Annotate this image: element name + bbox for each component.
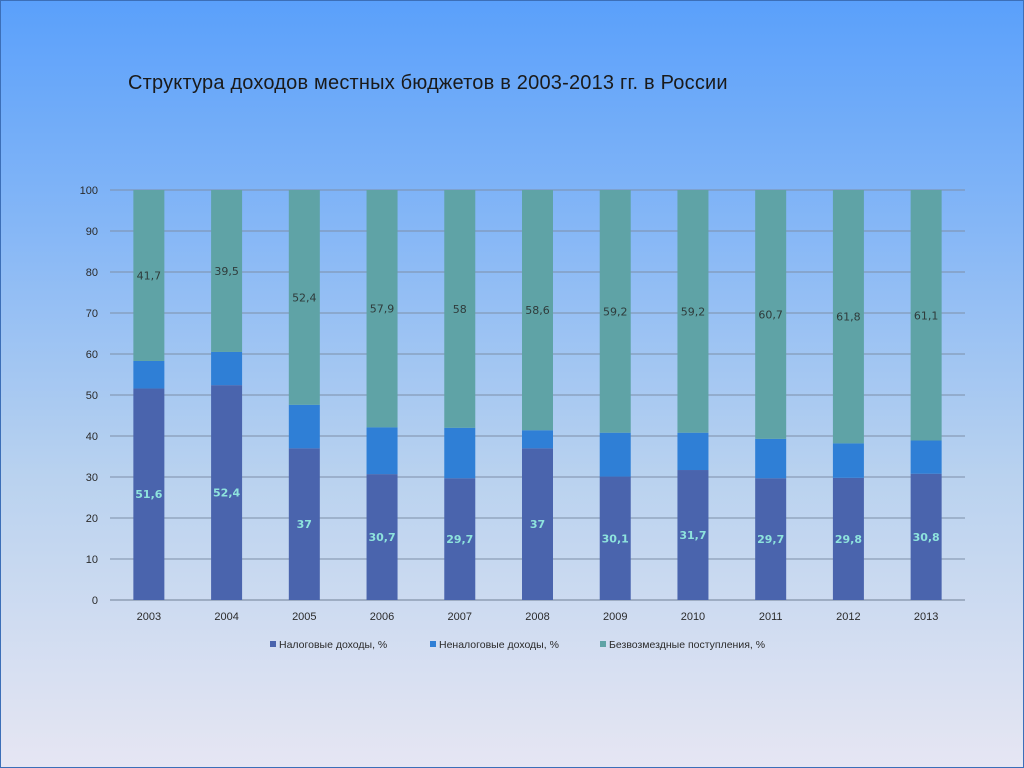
data-label-tax: 51,6 <box>135 488 162 501</box>
bar-tax <box>288 448 320 600</box>
bar-grants <box>288 190 320 405</box>
x-tick-label: 2012 <box>836 611 860 623</box>
legend: Налоговые доходы, % Неналоговые доходы, %… <box>270 639 765 651</box>
legend-swatch <box>270 641 276 647</box>
bar-grants <box>832 190 864 444</box>
bar-nontax <box>133 360 165 389</box>
data-label-tax: 29,7 <box>757 533 784 546</box>
y-tick-label: 70 <box>86 308 98 320</box>
data-label-tax: 30,8 <box>913 531 940 544</box>
bar-tax <box>133 388 165 600</box>
data-label-grants: 41,7 <box>137 269 162 282</box>
y-tick-label: 80 <box>86 267 98 279</box>
y-tick-label: 100 <box>80 185 98 197</box>
bar-grants <box>133 190 165 361</box>
slide-title: Структура доходов местных бюджетов в 200… <box>128 72 728 94</box>
data-label-grants: 61,1 <box>914 309 939 322</box>
bar-nontax <box>211 351 243 386</box>
data-label-tax: 37 <box>530 518 545 531</box>
bar-nontax <box>910 440 942 474</box>
bars <box>133 190 942 600</box>
bar-tax <box>755 478 787 600</box>
data-label-grants: 59,2 <box>681 305 706 318</box>
y-tick-label: 60 <box>86 349 98 361</box>
bar-nontax <box>677 432 709 471</box>
y-tick-label: 20 <box>86 513 98 525</box>
data-label-grants: 52,4 <box>292 291 317 304</box>
data-label-tax: 30,7 <box>368 531 395 544</box>
x-tick-label: 2004 <box>214 611 238 623</box>
bar-tax <box>522 448 553 600</box>
bar-tax <box>677 470 709 600</box>
x-axis-ticks: 2003 2004 2005 2006 2007 2008 2009 2010 2011 2012… <box>137 611 939 623</box>
data-label-tax: 29,8 <box>835 533 862 546</box>
bar-grants <box>677 190 709 433</box>
legend-label: Неналоговые доходы, % <box>439 639 559 651</box>
legend-label: Безвозмездные поступления, % <box>609 639 765 651</box>
data-label-tax: 37 <box>297 518 312 531</box>
data-label-grants: 60,7 <box>758 308 783 321</box>
bar-tax <box>211 385 243 600</box>
y-tick-label: 50 <box>86 390 98 402</box>
x-tick-label: 2008 <box>525 611 549 623</box>
x-tick-label: 2005 <box>292 611 316 623</box>
bar-nontax <box>444 427 476 479</box>
y-tick-label: 90 <box>86 226 98 238</box>
data-label-grants: 57,9 <box>370 303 395 316</box>
data-label-grants: 58,6 <box>525 304 550 317</box>
bar-grants <box>444 190 476 428</box>
x-tick-label: 2013 <box>914 611 938 623</box>
bar-tax <box>366 474 398 600</box>
data-label-tax: 31,7 <box>679 529 706 542</box>
y-tick-label: 40 <box>86 431 98 443</box>
bar-grants <box>755 190 787 439</box>
bar-grants <box>599 190 631 433</box>
x-tick-label: 2003 <box>137 611 161 623</box>
bar-grants <box>366 190 398 428</box>
bar-grants <box>211 190 243 352</box>
bar-tax <box>910 473 942 600</box>
x-tick-label: 2009 <box>603 611 627 623</box>
data-label-tax: 52,4 <box>213 487 240 500</box>
data-label-tax: 30,1 <box>602 532 629 545</box>
legend-swatch <box>430 641 436 647</box>
data-label-grants: 39,5 <box>214 265 239 278</box>
data-label-grants: 59,2 <box>603 305 628 318</box>
data-label-grants: 58 <box>453 303 467 316</box>
y-tick-label: 30 <box>86 472 98 484</box>
bar-tax <box>599 476 631 600</box>
x-tick-label: 2011 <box>759 611 783 623</box>
y-tick-label: 10 <box>86 554 98 566</box>
bar-nontax <box>832 443 864 478</box>
x-tick-label: 2010 <box>681 611 705 623</box>
bar-nontax <box>755 438 787 479</box>
x-tick-label: 2007 <box>448 611 472 623</box>
y-tick-label: 0 <box>92 595 98 607</box>
bar-tax <box>444 478 476 600</box>
bar-grants <box>910 190 942 441</box>
legend-label: Налоговые доходы, % <box>279 639 387 651</box>
x-tick-label: 2006 <box>370 611 394 623</box>
data-label-grants: 61,8 <box>836 311 861 324</box>
bar-tax <box>832 477 864 600</box>
bar-nontax <box>366 427 398 475</box>
bar-nontax <box>599 432 631 477</box>
bar-grants <box>522 190 553 431</box>
bar-nontax <box>288 404 320 449</box>
y-axis-ticks: 0 10 20 30 40 50 60 70 80 90 100 <box>80 185 98 607</box>
data-labels: 51,6 41,7 52,4 39,5 37 52,4 30,7 57,9 29,7 58 37 58… <box>135 265 939 546</box>
legend-swatch <box>600 641 606 647</box>
data-label-tax: 29,7 <box>446 533 473 546</box>
bar-nontax <box>522 430 553 449</box>
